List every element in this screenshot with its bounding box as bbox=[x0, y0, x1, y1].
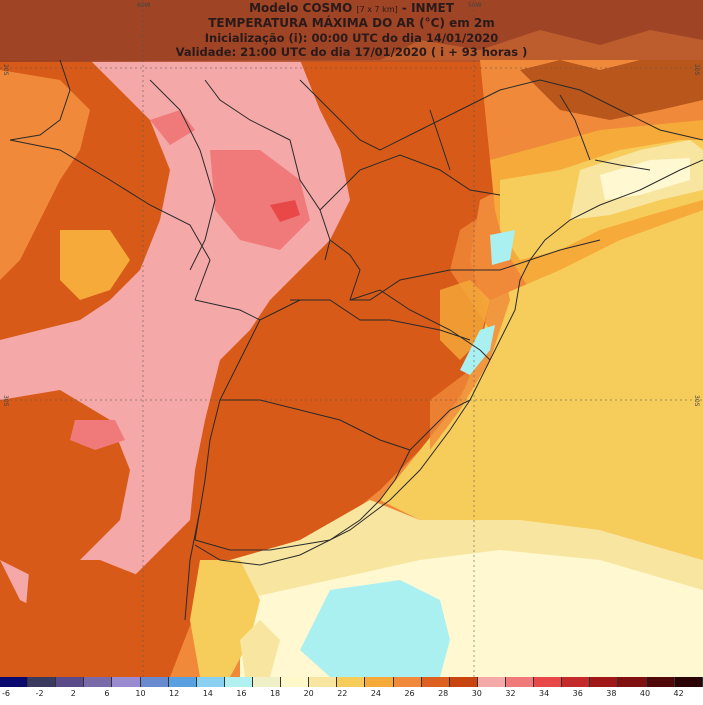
colorbar-cell bbox=[28, 677, 57, 687]
temp-zone-20-e bbox=[600, 158, 690, 200]
colorbar-tick-label: 40 bbox=[639, 689, 651, 698]
colorbar-cell bbox=[0, 677, 29, 687]
colorbar-cell bbox=[421, 677, 450, 687]
colorbar-cell bbox=[449, 677, 478, 687]
ocean-zone-22-s bbox=[240, 620, 280, 677]
ocean-zone-cold bbox=[300, 580, 450, 677]
colorbar-tick-label: 26 bbox=[404, 689, 415, 698]
temp-zone-28-nw bbox=[0, 70, 90, 280]
colorbar-cell bbox=[646, 677, 675, 687]
temp-zone-26-nw bbox=[60, 230, 130, 300]
colorbar-cell bbox=[337, 677, 366, 687]
lat-lon-grid bbox=[0, 0, 703, 677]
colorbar-tick-label: 38 bbox=[606, 689, 617, 698]
temp-zone-34-c bbox=[150, 110, 195, 145]
colorbar-tick-label: 10 bbox=[135, 689, 146, 698]
colorbar-cell bbox=[281, 677, 310, 687]
colorbar-cell bbox=[562, 677, 591, 687]
colorbar-cell bbox=[168, 677, 197, 687]
colorbar-cell bbox=[477, 677, 506, 687]
lon-label-50w: 50W bbox=[468, 2, 482, 9]
colorbar-cell bbox=[112, 677, 141, 687]
colorbar-tick-label: 28 bbox=[438, 689, 449, 698]
colorbar-cell bbox=[309, 677, 338, 687]
colorbar-cell bbox=[224, 677, 253, 687]
colorbar-tick-label: 42 bbox=[673, 689, 684, 698]
colorbar-tick-label: 22 bbox=[337, 689, 348, 698]
lat-label-20s-left: 20S bbox=[2, 64, 9, 76]
colorbar-cell bbox=[56, 677, 85, 687]
temp-zone-36-a bbox=[270, 200, 300, 222]
colorbar-tick-label: -6 bbox=[2, 689, 10, 698]
colorbar-cells bbox=[0, 677, 703, 687]
colorbar-cell bbox=[196, 677, 225, 687]
colorbar-cell bbox=[140, 677, 169, 687]
ocean-zone-24 bbox=[380, 210, 703, 560]
colorbar-tick-label: -2 bbox=[35, 689, 44, 698]
political-borders bbox=[9, 59, 703, 621]
colorbar-cell bbox=[534, 677, 563, 687]
colorbar-tick-label: 2 bbox=[70, 689, 76, 698]
lagoon-cold bbox=[460, 325, 495, 375]
colorbar-tick-label: 18 bbox=[269, 689, 281, 698]
colorbar-tick-label: 20 bbox=[303, 689, 314, 698]
lat-label-30s-right: 30S bbox=[693, 395, 700, 407]
colorbar-cell bbox=[674, 677, 703, 687]
temperature-colorbar: -6 -2 2 6 10 12 14 16 18 20 22 24 26 28 30 32 34 36 38 40 42 bbox=[0, 677, 703, 701]
colorbar-tick-label: 12 bbox=[169, 689, 180, 698]
lat-label-30s-left: 30S bbox=[2, 395, 9, 407]
top-band-dark bbox=[0, 0, 703, 62]
lat-label-20s-right: 20S bbox=[693, 64, 700, 76]
colorbar-tick-label: 32 bbox=[505, 689, 516, 698]
colorbar-cell bbox=[393, 677, 422, 687]
colorbar-tick-label: 34 bbox=[538, 689, 550, 698]
temp-zone-34-a bbox=[210, 150, 310, 250]
colorbar-tick-label: 16 bbox=[236, 689, 247, 698]
colorbar-tick-label: 24 bbox=[370, 689, 382, 698]
coast-cold-a bbox=[490, 230, 515, 265]
temp-zone-30-s bbox=[20, 560, 180, 677]
colorbar-cell bbox=[590, 677, 619, 687]
colorbar-cell bbox=[365, 677, 394, 687]
lon-label-60w: 60W bbox=[137, 2, 151, 9]
colorbar-tick-label: 36 bbox=[572, 689, 583, 698]
colorbar-tick-label: 14 bbox=[202, 689, 213, 698]
colorbar-cell bbox=[252, 677, 282, 687]
colorbar-tick-label: 30 bbox=[471, 689, 482, 698]
colorbar-tick-label: 6 bbox=[104, 689, 110, 698]
colorbar-cell bbox=[505, 677, 535, 687]
colorbar-cell bbox=[618, 677, 647, 687]
temp-zone-34-b bbox=[70, 420, 125, 450]
colorbar-cell bbox=[84, 677, 113, 687]
